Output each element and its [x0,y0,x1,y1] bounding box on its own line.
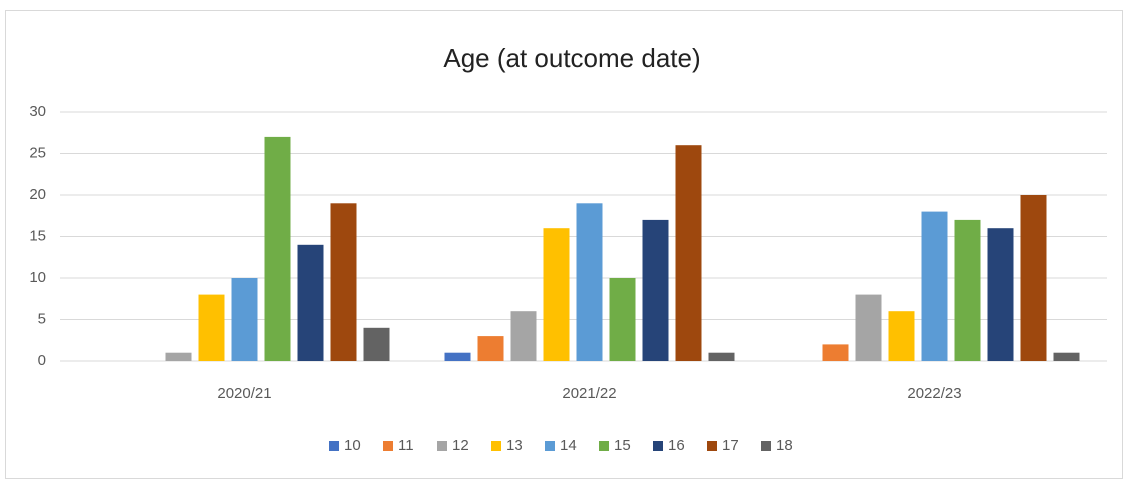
legend-label: 14 [560,437,577,454]
legend-swatch [437,441,447,451]
bar [576,203,603,361]
bar [543,228,570,361]
chart-title: Age (at outcome date) [443,43,700,73]
legend-label: 13 [506,437,523,454]
legend-label: 11 [398,437,414,454]
bar [477,336,504,361]
bar [231,278,258,361]
legend-swatch [545,441,555,451]
bar [642,219,669,361]
bar [264,136,291,361]
bar [165,352,192,361]
legend-label: 17 [722,437,739,454]
legend-label: 16 [668,437,685,454]
y-tick-label: 5 [38,310,46,327]
legend-label: 12 [452,437,469,454]
legend-swatch [761,441,771,451]
bar [510,311,537,361]
y-tick-label: 20 [29,186,46,203]
legend-swatch [707,441,717,451]
bar [297,244,324,361]
bar [888,311,915,361]
y-tick-label: 25 [29,144,46,161]
bar [855,294,882,361]
bar [708,352,735,361]
x-tick-label: 2022/23 [907,385,961,402]
y-tick-label: 15 [29,227,46,244]
y-tick-label: 30 [29,103,46,120]
bar [444,352,471,361]
legend-label: 18 [776,437,793,454]
bar [198,294,225,361]
bar [363,327,390,361]
legend-swatch [491,441,501,451]
y-tick-label: 0 [38,352,46,369]
bar [1053,352,1080,361]
bar [675,145,702,361]
legend-swatch [383,441,393,451]
bar [330,203,357,361]
bar [921,211,948,361]
bar [822,344,849,361]
legend-swatch [329,441,339,451]
bar [987,228,1014,361]
legend-label: 15 [614,437,631,454]
legend-label: 10 [344,437,361,454]
legend-swatch [653,441,663,451]
bar [1020,195,1047,361]
legend-swatch [599,441,609,451]
x-tick-label: 2020/21 [217,385,271,402]
bar [609,278,636,361]
y-tick-label: 10 [29,269,46,286]
bar [954,219,981,361]
x-tick-label: 2021/22 [562,385,616,402]
